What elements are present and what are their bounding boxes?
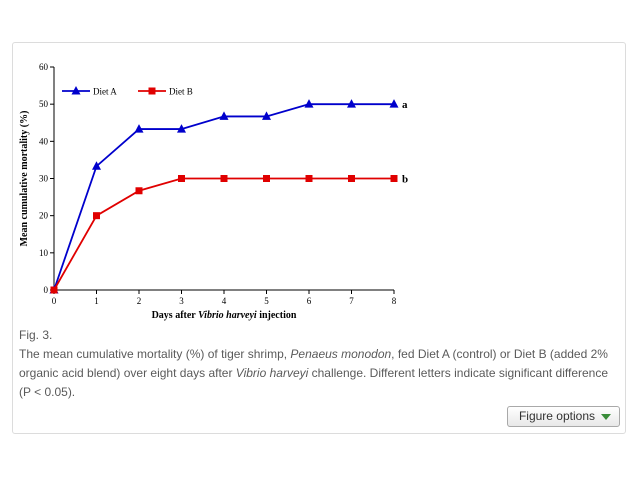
y-tick-label-0: 0: [44, 285, 49, 295]
x-axis-label: Days after Vibrio harveyi injection: [152, 310, 297, 321]
x-tick-label-4: 4: [222, 296, 227, 306]
series-line-0: [53, 103, 394, 291]
x-tick-label-7: 7: [349, 296, 354, 306]
x-tick-label-6: 6: [307, 296, 312, 306]
point-s1-1: [93, 212, 100, 220]
x-tick-label-2: 2: [137, 296, 142, 306]
point-s1-6: [305, 175, 313, 182]
point-s1-0: [50, 286, 58, 294]
y-tick-label-1: 10: [39, 248, 49, 258]
y-tick-label-6: 60: [39, 62, 49, 72]
caption-part-4: challenge. Different letters indicate si…: [19, 366, 609, 399]
series-end-label-0: a: [402, 99, 408, 111]
y-tick-label-4: 40: [39, 136, 49, 146]
point-s1-4: [220, 175, 228, 182]
x-tick-label-0: 0: [52, 296, 57, 306]
legend-label-1: Diet B: [169, 87, 193, 97]
y-axis-label: Mean cumulative mortality (%): [19, 111, 30, 247]
figure-options-button[interactable]: Figure options: [506, 406, 620, 427]
y-tick-label-2: 20: [39, 211, 49, 221]
legend-label-0: Diet A: [93, 87, 117, 97]
point-s0-1: [92, 161, 101, 170]
x-axis-label-part-1: Vibrio harveyi: [198, 310, 257, 321]
point-s0-3: [177, 124, 186, 133]
point-s1-5: [263, 175, 270, 182]
x-axis-label-part-2: injection: [257, 310, 297, 321]
point-s1-3: [178, 175, 185, 182]
point-s0-4: [219, 111, 229, 120]
legend-marker-0: [71, 86, 81, 95]
y-tick-label-3: 30: [39, 174, 49, 184]
figure-container: 0 10 20 30 40 50 60 0 1 2 3 4 5 6 7 8 Days after Vibrio …: [12, 42, 626, 434]
figure-label: Fig. 3.: [19, 328, 53, 342]
y-tick-label-5: 50: [39, 99, 49, 109]
point-s0-7: [347, 99, 356, 108]
figure-caption: Fig. 3. The mean cumulative mortality (%…: [19, 326, 609, 402]
figure-options-label: Figure options: [518, 409, 595, 423]
point-s1-7: [348, 175, 355, 182]
point-s0-8: [389, 99, 399, 108]
point-s0-5: [262, 111, 271, 120]
series-end-label-1: b: [402, 174, 408, 186]
caption-part-0: The mean cumulative mortality (%) of tig…: [19, 347, 291, 361]
x-axis-label-part-0: Days after: [152, 310, 198, 321]
caption-part-2: , fed Diet A (control) or Diet B (added …: [19, 347, 608, 380]
x-tick-label-5: 5: [264, 296, 269, 306]
point-s0-2: [134, 124, 144, 133]
caption-text: The mean cumulative mortality (%) of tig…: [19, 345, 609, 402]
caption-part-3: Vibrio harveyi: [235, 366, 309, 380]
point-s1-8: [390, 175, 398, 182]
x-tick-label-8: 8: [392, 296, 397, 306]
series-line-1: [53, 177, 394, 291]
legend-marker-1: [148, 87, 156, 95]
caption-part-1: Penaeus monodon: [290, 347, 392, 361]
x-tick-label-1: 1: [94, 296, 99, 306]
x-tick-label-3: 3: [179, 296, 184, 306]
chart: 0 10 20 30 40 50 60 0 1 2 3 4 5 6 7 8 Days after Vibrio …: [19, 62, 408, 321]
triangle-down-icon: [601, 413, 611, 420]
point-s1-2: [135, 187, 143, 195]
point-s0-6: [304, 99, 314, 108]
